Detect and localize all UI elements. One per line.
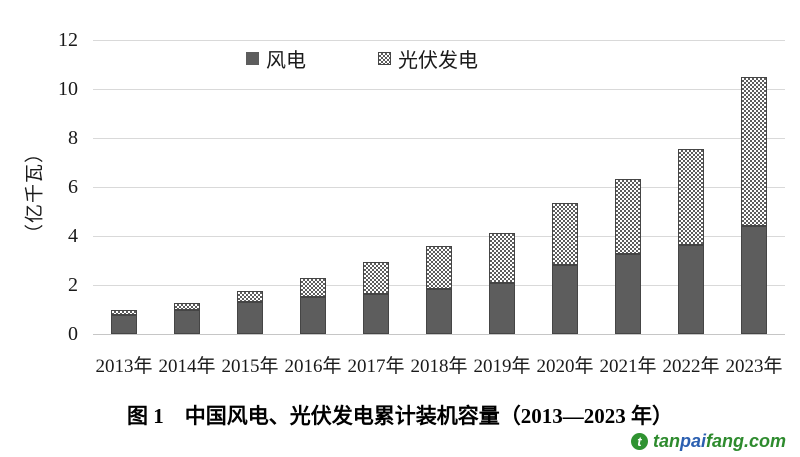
y-tick-6: 6 xyxy=(68,176,78,198)
bar-2014年 xyxy=(174,303,200,334)
bar-2018年 xyxy=(426,246,452,334)
bar-segment-solar xyxy=(489,233,515,283)
bar-segment-solar xyxy=(615,179,641,254)
y-tick-12: 12 xyxy=(58,29,78,51)
bar-segment-wind xyxy=(426,289,452,334)
bar-segment-solar xyxy=(237,291,263,302)
tanpaifang-logo-icon: t xyxy=(630,433,648,450)
gridline-12 xyxy=(93,40,785,41)
gridline-8 xyxy=(93,138,785,139)
watermark-segment: .com xyxy=(743,431,786,451)
bar-2015年 xyxy=(237,291,263,334)
y-tick-2: 2 xyxy=(68,274,78,296)
bar-segment-wind xyxy=(300,297,326,334)
y-tick-4: 4 xyxy=(68,225,78,247)
watermark-segment: pai xyxy=(679,431,706,451)
bar-segment-solar xyxy=(678,149,704,245)
bar-2022年 xyxy=(678,149,704,334)
legend-item-wind: 风电 xyxy=(246,44,306,73)
x-label-2019年: 2019年 xyxy=(473,356,531,377)
gridline-10 xyxy=(93,89,785,90)
legend-item-solar: 光伏发电 xyxy=(378,44,478,73)
bar-2013年 xyxy=(111,310,137,334)
x-label-2017年: 2017年 xyxy=(347,356,405,377)
x-label-2016年: 2016年 xyxy=(284,356,342,377)
bar-segment-wind xyxy=(489,283,515,334)
x-label-2021年: 2021年 xyxy=(599,356,657,377)
watermark-segment: tan xyxy=(652,431,680,451)
bar-segment-wind xyxy=(741,226,767,334)
bar-segment-wind xyxy=(552,265,578,334)
y-axis-title: （亿千瓦） xyxy=(24,142,46,244)
bar-2016年 xyxy=(300,278,326,334)
bar-segment-solar xyxy=(426,246,452,289)
x-label-2014年: 2014年 xyxy=(158,356,216,377)
wind-swatch-icon xyxy=(246,52,259,65)
bar-2023年 xyxy=(741,77,767,334)
legend-label: 风电 xyxy=(266,50,306,72)
legend-label: 光伏发电 xyxy=(398,50,478,72)
gridline-4 xyxy=(93,236,785,237)
legend: 风电 光伏发电 xyxy=(246,44,478,73)
y-tick-0: 0 xyxy=(68,323,78,345)
bar-segment-wind xyxy=(615,254,641,334)
x-label-2020年: 2020年 xyxy=(536,356,594,377)
bar-segment-wind xyxy=(678,245,704,334)
bar-segment-wind xyxy=(237,302,263,334)
gridline-6 xyxy=(93,187,785,188)
bar-2020年 xyxy=(552,203,578,334)
solar-pattern-swatch-icon xyxy=(378,52,391,65)
x-label-2023年: 2023年 xyxy=(725,356,783,377)
y-tick-8: 8 xyxy=(68,127,78,149)
bar-segment-wind xyxy=(111,315,137,334)
figure-caption: 图 1 中国风电、光伏发电累计装机容量（2013—2023 年） xyxy=(127,404,673,428)
x-axis-line xyxy=(93,334,785,335)
bar-2017年 xyxy=(363,262,389,334)
x-label-2018年: 2018年 xyxy=(410,356,468,377)
watermark: t tanpaifang.com xyxy=(630,431,786,452)
bar-2019年 xyxy=(489,233,515,334)
bar-segment-solar xyxy=(363,262,389,294)
bar-2021年 xyxy=(615,179,641,334)
bar-segment-solar xyxy=(300,278,326,297)
x-label-2022年: 2022年 xyxy=(662,356,720,377)
x-label-2013年: 2013年 xyxy=(95,356,153,377)
bar-segment-solar xyxy=(552,203,578,265)
bar-segment-solar xyxy=(174,303,200,310)
x-label-2015年: 2015年 xyxy=(221,356,279,377)
watermark-text: tanpaifang.com xyxy=(653,431,786,452)
bar-segment-solar xyxy=(111,310,137,315)
bar-segment-wind xyxy=(174,310,200,334)
bar-segment-wind xyxy=(363,294,389,334)
bar-segment-solar xyxy=(741,77,767,226)
y-tick-10: 10 xyxy=(58,78,78,100)
watermark-segment: fang xyxy=(705,431,744,451)
